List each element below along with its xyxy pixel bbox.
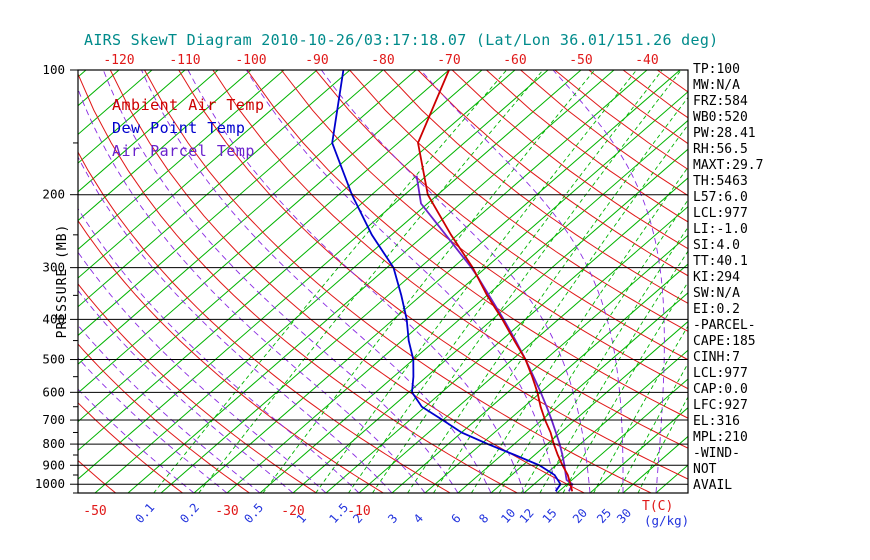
stat-line: CINH:7 — [693, 350, 740, 365]
moist-adiabat-layer — [78, 70, 665, 493]
pressure-tick-label: 800 — [42, 436, 65, 451]
stat-line: TP:100 — [693, 62, 740, 77]
top-temp-label: -40 — [635, 53, 658, 68]
pressure-tick-label: 200 — [42, 187, 65, 202]
stat-line: RH:56.5 — [693, 142, 748, 157]
dry-adiabat-layer — [78, 70, 688, 493]
stat-line: PW:28.41 — [693, 126, 756, 141]
stat-line: LCL:977 — [693, 206, 748, 221]
isobar-layer — [70, 69, 688, 494]
stat-line: NOT — [693, 462, 717, 477]
plot-border — [77, 69, 689, 494]
mixing-ratio-label: 20 — [570, 506, 590, 526]
mixing-ratio-label: 6 — [449, 511, 464, 526]
stat-line: LCL:977 — [693, 366, 748, 381]
top-temp-label: -110 — [169, 53, 200, 68]
top-temp-label: -50 — [569, 53, 592, 68]
stat-line: LI:-1.0 — [693, 222, 748, 237]
mixing-ratio-label: 4 — [411, 511, 426, 526]
stat-line: FRZ:584 — [693, 94, 748, 109]
pressure-tick-label: 1000 — [35, 476, 65, 491]
temp-unit-label: T(C) — [642, 499, 673, 514]
pressure-tick-label: 500 — [42, 352, 65, 367]
top-temp-label: -80 — [371, 53, 394, 68]
stat-line: TH:5463 — [693, 174, 748, 189]
stat-line: CAPE:185 — [693, 334, 756, 349]
pressure-tick-label: 100 — [42, 62, 65, 77]
stat-line: L57:6.0 — [693, 190, 748, 205]
pressure-tick-label: 600 — [42, 384, 65, 399]
stat-line: KI:294 — [693, 270, 740, 285]
legend-ambient-air-temp: Ambient Air Temp — [112, 96, 265, 114]
pressure-tick-label: 700 — [42, 412, 65, 427]
stat-line: SI:4.0 — [693, 238, 740, 253]
mixing-ratio-label: 3 — [385, 511, 400, 526]
stat-line: LFC:927 — [693, 398, 748, 413]
stat-line: EI:0.2 — [693, 302, 740, 317]
stat-line: MPL:210 — [693, 430, 748, 445]
stat-line: SW:N/A — [693, 286, 740, 301]
stat-line: EL:316 — [693, 414, 740, 429]
mixing-unit-label: (g/kg) — [644, 513, 689, 528]
stat-line: -WIND- — [693, 446, 740, 461]
legend-air-parcel-temp: Air Parcel Temp — [112, 142, 255, 160]
mixing-ratio-label: 10 — [498, 506, 518, 526]
top-temp-label: -70 — [437, 53, 460, 68]
legend-dew-point-temp: Dew Point Temp — [112, 119, 246, 137]
mixing-ratio-layer — [153, 70, 688, 493]
page-title: AIRS SkewT Diagram 2010-10-26/03:17:18.0… — [84, 31, 719, 49]
stat-line: MW:N/A — [693, 78, 740, 93]
pressure-tick-label: 400 — [42, 311, 65, 326]
top-temp-label: -60 — [503, 53, 526, 68]
isotherm-layer — [78, 70, 688, 493]
stat-line: AVAIL — [693, 478, 733, 493]
stats-panel: TP:100 MW:N/A FRZ:584 WB0:520 PW:28.41 RH:56.… — [693, 62, 763, 494]
stat-line: WB0:520 — [693, 110, 748, 125]
mixing-ratio-label: 0.2 — [177, 501, 202, 526]
bottom-temp-label: -50 — [83, 504, 106, 519]
stat-line: -PARCEL- — [693, 318, 756, 333]
stat-line: CAP:0.0 — [693, 382, 748, 397]
mixing-ratio-label: 8 — [476, 511, 491, 526]
dewpoint-line — [331, 70, 562, 492]
mixing-ratio-label: 0.1 — [132, 501, 157, 526]
bottom-temp-label: -30 — [215, 504, 238, 519]
bottom-temp-label: -10 — [347, 504, 370, 519]
plot-area — [78, 70, 688, 493]
mixing-ratio-label: 15 — [540, 506, 560, 526]
mixing-ratio-label: 25 — [594, 506, 614, 526]
pressure-tick-label: 900 — [42, 457, 65, 472]
pressure-axis-label: PRESSURE (MB) — [55, 224, 70, 339]
bottom-temp-label: -20 — [281, 504, 304, 519]
top-temp-label: -120 — [103, 53, 134, 68]
pressure-tick-label: 300 — [42, 260, 65, 275]
top-temp-label: -90 — [305, 53, 328, 68]
ambient-temp-line — [417, 70, 574, 492]
stat-line: TT:40.1 — [693, 254, 748, 269]
mixing-ratio-label: 12 — [517, 506, 537, 526]
stat-line: MAXT:29.7 — [693, 158, 764, 173]
mixing-ratio-label: 30 — [614, 506, 634, 526]
top-temp-label: -100 — [235, 53, 266, 68]
mixing-ratio-label: 0.5 — [241, 501, 266, 526]
